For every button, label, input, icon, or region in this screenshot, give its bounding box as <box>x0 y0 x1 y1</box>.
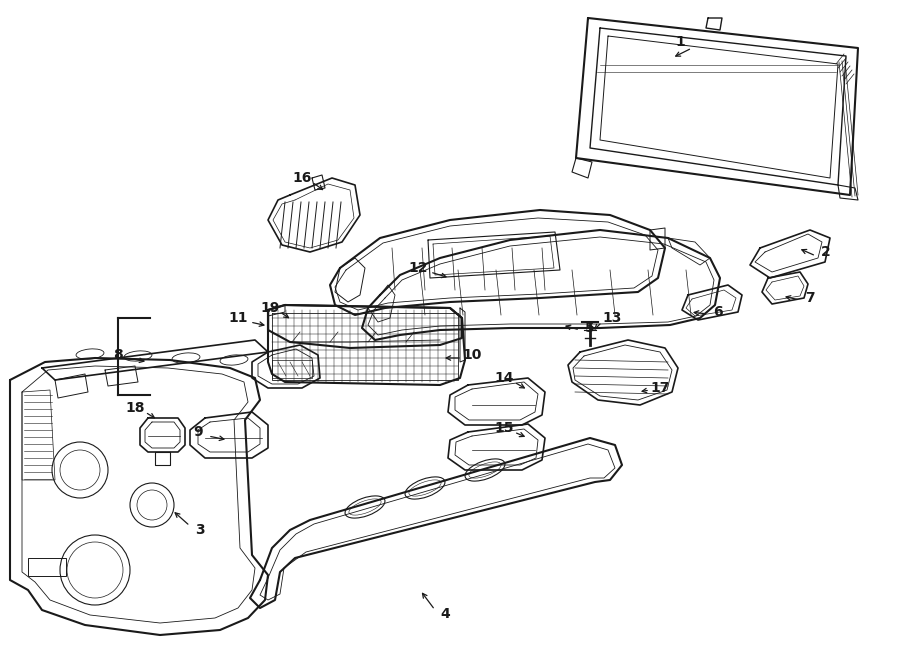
Text: 9: 9 <box>194 425 202 439</box>
Text: 18: 18 <box>125 401 145 415</box>
Text: 4: 4 <box>440 607 450 621</box>
Text: 3: 3 <box>195 523 205 537</box>
Text: 11: 11 <box>229 311 248 325</box>
Text: 8: 8 <box>113 348 123 362</box>
Bar <box>28 558 66 576</box>
Text: 13: 13 <box>602 311 622 325</box>
Text: 10: 10 <box>463 348 482 362</box>
Text: 16: 16 <box>292 171 311 185</box>
Text: 12: 12 <box>409 261 428 275</box>
Text: 19: 19 <box>260 301 280 315</box>
Text: 17: 17 <box>651 381 670 395</box>
Text: 7: 7 <box>806 291 814 305</box>
Text: 14: 14 <box>494 371 514 385</box>
Text: 6: 6 <box>713 305 723 319</box>
Text: 15: 15 <box>494 421 514 435</box>
Text: 5: 5 <box>585 321 595 335</box>
Text: 2: 2 <box>821 245 831 259</box>
Text: 1: 1 <box>675 35 685 49</box>
